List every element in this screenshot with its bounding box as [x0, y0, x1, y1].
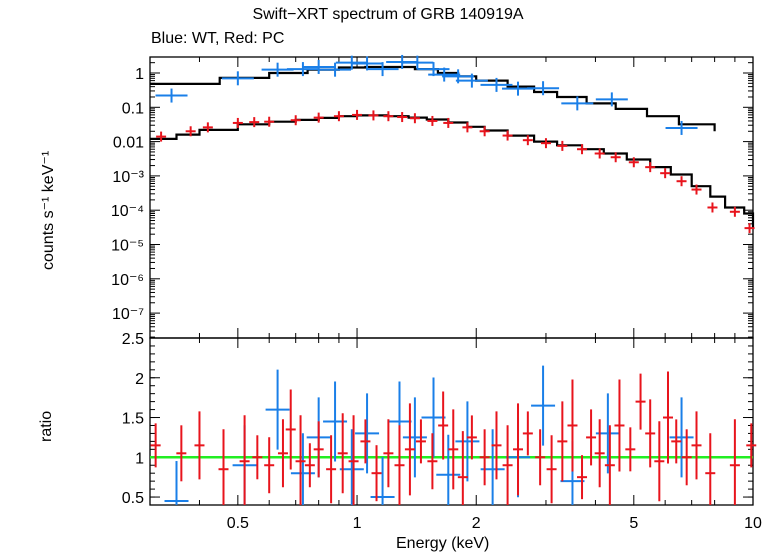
x-axis-label: Energy (keV)	[396, 535, 490, 552]
ratio-tick-label: 2	[135, 371, 144, 388]
ratio-tick-label: 1	[135, 450, 144, 467]
spectrum-panel-frame	[149, 56, 754, 339]
x-tick-label: 2	[472, 515, 481, 532]
y-tick-label: 0.1	[122, 100, 144, 117]
chart-subtitle: Blue: WT, Red: PC	[151, 30, 285, 47]
x-tick-label: 0.5	[227, 515, 249, 532]
y-tick-label: 10⁻⁶	[111, 272, 144, 289]
ratio-tick-label: 0.5	[122, 490, 144, 507]
model-line-pc	[150, 114, 755, 229]
chart-title: Swift−XRT spectrum of GRB 140919A	[252, 6, 524, 23]
y-tick-label: 1	[135, 66, 144, 83]
x-tick-label: 1	[353, 515, 362, 532]
y-tick-label: 10⁻⁴	[111, 203, 144, 220]
y-tick-label: 10⁻⁵	[111, 238, 144, 255]
ratio-panel-frame	[149, 337, 754, 506]
y-tick-label: 0.01	[113, 135, 144, 152]
y-tick-label: 10⁻³	[112, 169, 144, 186]
ratio-tick-label: 2.5	[122, 331, 144, 348]
ratio-tick-label: 1.5	[122, 411, 144, 428]
x-tick-label: 10	[744, 515, 762, 532]
x-tick-label: 5	[629, 515, 638, 532]
y-tick-label: 10⁻⁷	[112, 306, 144, 323]
